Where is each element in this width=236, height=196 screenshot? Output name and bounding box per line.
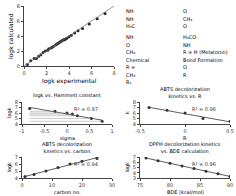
svg-text:8: 8 [17, 3, 20, 9]
svg-text:5: 5 [133, 164, 136, 170]
svg-text:Chemical: Chemical [126, 57, 149, 63]
svg-text:10: 10 [49, 182, 55, 188]
svg-text:-0.5: -0.5 [40, 128, 50, 134]
svg-text:R² = 0.97: R² = 0.97 [74, 106, 98, 112]
svg-text:2: 2 [45, 70, 48, 76]
svg-text:90: 90 [227, 182, 233, 188]
svg-text:logk: logk [6, 162, 13, 173]
svg-text:NH: NH [126, 8, 134, 14]
svg-text:6: 6 [90, 70, 93, 76]
svg-text:CH₃: CH₃ [126, 72, 135, 78]
svg-text:R² = 0.96: R² = 0.96 [192, 106, 216, 112]
svg-text:5: 5 [133, 115, 136, 121]
svg-text:8: 8 [112, 70, 115, 76]
svg-text:0: 0 [22, 70, 25, 76]
svg-text:sigma: sigma [60, 135, 75, 142]
svg-text:1: 1 [110, 128, 113, 134]
svg-text:6: 6 [133, 110, 136, 116]
svg-text:Bond Formation: Bond Formation [183, 57, 223, 63]
svg-text:ABTS decolorizationkinetics vs: ABTS decolorizationkinetics vs. R [160, 86, 210, 99]
svg-text:R₁: R₁ [126, 79, 131, 85]
svg-text:CH₃: CH₃ [183, 16, 192, 22]
svg-text:4: 4 [15, 175, 18, 181]
svg-text:NH: NH [126, 34, 134, 40]
svg-text:BDE (kcal/mol): BDE (kcal/mol) [167, 189, 204, 195]
svg-text:6: 6 [15, 110, 18, 116]
svg-text:2: 2 [17, 48, 20, 54]
svg-text:R² = 0.96: R² = 0.96 [192, 161, 216, 167]
svg-text:O: O [183, 8, 187, 14]
svg-text:4: 4 [15, 121, 18, 127]
svg-text:80: 80 [167, 182, 173, 188]
svg-text:O: O [126, 42, 130, 48]
svg-text:R² = 0.94: R² = 0.94 [74, 161, 98, 167]
svg-text:logk: logk [124, 162, 131, 173]
svg-text:R: R [183, 72, 187, 78]
svg-text:0.5: 0.5 [226, 128, 234, 134]
svg-text:logk experimental: logk experimental [42, 77, 97, 85]
svg-text:30: 30 [109, 182, 115, 188]
svg-text:0: 0 [20, 182, 23, 188]
svg-text:R: R [183, 135, 187, 141]
svg-text:0.5: 0.5 [86, 128, 94, 134]
svg-text:6: 6 [17, 18, 20, 24]
svg-text:-1: -1 [20, 128, 25, 134]
svg-text:logk calculated: logk calculated [7, 13, 15, 59]
svg-text:5: 5 [15, 115, 18, 121]
svg-text:-0.5: -0.5 [135, 128, 145, 134]
svg-text:CH₃: CH₃ [126, 49, 135, 55]
svg-text:7: 7 [133, 104, 136, 110]
svg-text:7: 7 [15, 154, 18, 160]
svg-text:O: O [183, 64, 187, 70]
svg-text:8: 8 [133, 99, 136, 105]
svg-text:85: 85 [197, 182, 203, 188]
svg-text:4: 4 [17, 33, 20, 39]
svg-text:4: 4 [67, 70, 70, 76]
svg-text:7: 7 [15, 104, 18, 110]
svg-text:O: O [183, 23, 187, 29]
svg-text:DPPH decolorization kineticsvs: DPPH decolorization kineticsvs. BDE calc… [149, 141, 221, 154]
svg-text:R =: R = [126, 64, 135, 70]
svg-text:8: 8 [15, 99, 18, 105]
svg-text:carbon no.: carbon no. [54, 189, 81, 195]
svg-text:0: 0 [17, 63, 20, 69]
svg-text:4: 4 [133, 121, 136, 127]
svg-text:H₃C: H₃C [126, 23, 136, 29]
svg-text:NH: NH [126, 16, 134, 22]
svg-text:6: 6 [133, 159, 136, 165]
svg-text:4: 4 [133, 170, 136, 176]
svg-text:20: 20 [79, 182, 85, 188]
svg-text:logk vs. Hammett constant: logk vs. Hammett constant [33, 92, 101, 99]
svg-text:75: 75 [137, 182, 143, 188]
svg-text:k: k [124, 111, 130, 114]
svg-text:7: 7 [133, 154, 136, 160]
svg-text:0: 0 [183, 128, 186, 134]
svg-text:3: 3 [133, 175, 136, 181]
svg-text:NH: NH [183, 42, 191, 48]
svg-text:R = H (Melatonin): R = H (Melatonin) [183, 49, 228, 55]
svg-text:logk: logk [6, 107, 13, 118]
svg-text:H₃CO: H₃CO [183, 34, 196, 40]
svg-text:6: 6 [15, 161, 18, 167]
svg-text:ABTS decolorizationkinetics vs: ABTS decolorizationkinetics vs. carbon [42, 141, 92, 154]
svg-text:0: 0 [65, 128, 68, 134]
svg-text:5: 5 [15, 168, 18, 174]
